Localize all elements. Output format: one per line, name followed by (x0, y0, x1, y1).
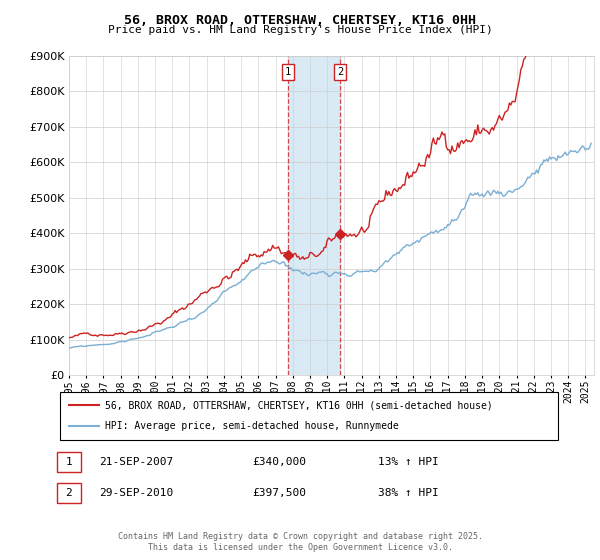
Text: 38% ↑ HPI: 38% ↑ HPI (378, 488, 439, 498)
Text: 1: 1 (285, 67, 291, 77)
Text: £340,000: £340,000 (252, 457, 306, 467)
Text: 56, BROX ROAD, OTTERSHAW, CHERTSEY, KT16 0HH (semi-detached house): 56, BROX ROAD, OTTERSHAW, CHERTSEY, KT16… (105, 400, 493, 410)
Text: 21-SEP-2007: 21-SEP-2007 (99, 457, 173, 467)
Text: HPI: Average price, semi-detached house, Runnymede: HPI: Average price, semi-detached house,… (105, 421, 399, 431)
Bar (288, 56, 340, 375)
Text: 2: 2 (337, 67, 343, 77)
Text: Price paid vs. HM Land Registry's House Price Index (HPI): Price paid vs. HM Land Registry's House … (107, 25, 493, 35)
Text: 2: 2 (65, 488, 73, 498)
Text: 1: 1 (65, 457, 73, 467)
Text: 56, BROX ROAD, OTTERSHAW, CHERTSEY, KT16 0HH: 56, BROX ROAD, OTTERSHAW, CHERTSEY, KT16… (124, 14, 476, 27)
Text: Contains HM Land Registry data © Crown copyright and database right 2025.
This d: Contains HM Land Registry data © Crown c… (118, 532, 482, 552)
Text: 13% ↑ HPI: 13% ↑ HPI (378, 457, 439, 467)
Text: £397,500: £397,500 (252, 488, 306, 498)
Text: 29-SEP-2010: 29-SEP-2010 (99, 488, 173, 498)
